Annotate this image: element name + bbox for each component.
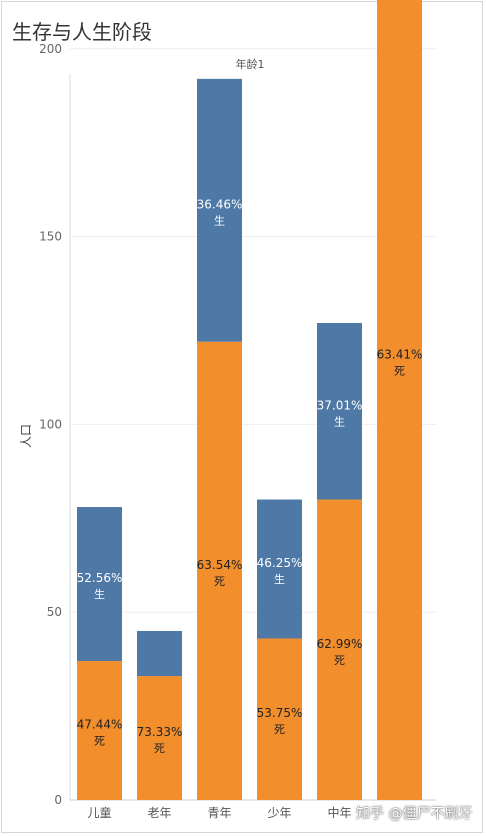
data-label: 53.75% (257, 706, 303, 720)
bar-death (317, 499, 362, 800)
bar-survive (257, 499, 302, 639)
data-label: 36.46% (197, 197, 243, 211)
y-tick-label: 0 (54, 793, 62, 807)
y-tick-label: 100 (39, 417, 62, 431)
x-tick-label: 老年 (147, 806, 171, 820)
data-label: 73.33% (137, 725, 183, 739)
data-label: 63.41% (377, 348, 423, 362)
data-label: 46.25% (257, 556, 303, 570)
data-label: 63.54% (197, 558, 243, 572)
series-label: 生 (334, 414, 345, 428)
series-label: 死 (274, 723, 285, 736)
series-label: 死 (394, 365, 405, 378)
y-axis-label: 人口 (19, 424, 33, 448)
x-tick-label: 儿童 (87, 805, 111, 820)
x-tick-label: 青年 (207, 806, 231, 820)
data-label: 62.99% (317, 637, 363, 651)
page-title: 生存与人生阶段 (12, 20, 152, 44)
series-label: 生 (214, 213, 225, 227)
series-label: 死 (94, 735, 105, 748)
data-label: 52.56% (77, 571, 123, 585)
bar-survive (317, 322, 362, 500)
series-label: 生 (274, 572, 285, 586)
series-label: 生 (94, 587, 105, 601)
watermark: 知乎 @僵尸不刷牙 (356, 806, 473, 822)
bar-death (257, 638, 302, 800)
x-tick-label: 少年 (267, 806, 291, 820)
series-label: 死 (154, 742, 165, 755)
chart-title: 年龄1 (236, 57, 265, 71)
bar-survive (77, 507, 122, 662)
data-label: 37.01% (317, 398, 363, 412)
y-tick-label: 200 (39, 42, 62, 56)
y-tick-label: 50 (47, 605, 62, 619)
x-tick-label: 中年 (327, 805, 351, 820)
series-label: 死 (214, 575, 225, 588)
y-tick-label: 150 (39, 230, 62, 244)
bar-death (197, 341, 242, 800)
bar-survive (197, 78, 242, 342)
series-label: 死 (334, 654, 345, 667)
bar-death (77, 661, 122, 800)
bar-survive (137, 630, 182, 677)
bar-death (137, 676, 182, 800)
bar-death (377, 0, 422, 800)
data-label: 47.44% (77, 718, 123, 732)
